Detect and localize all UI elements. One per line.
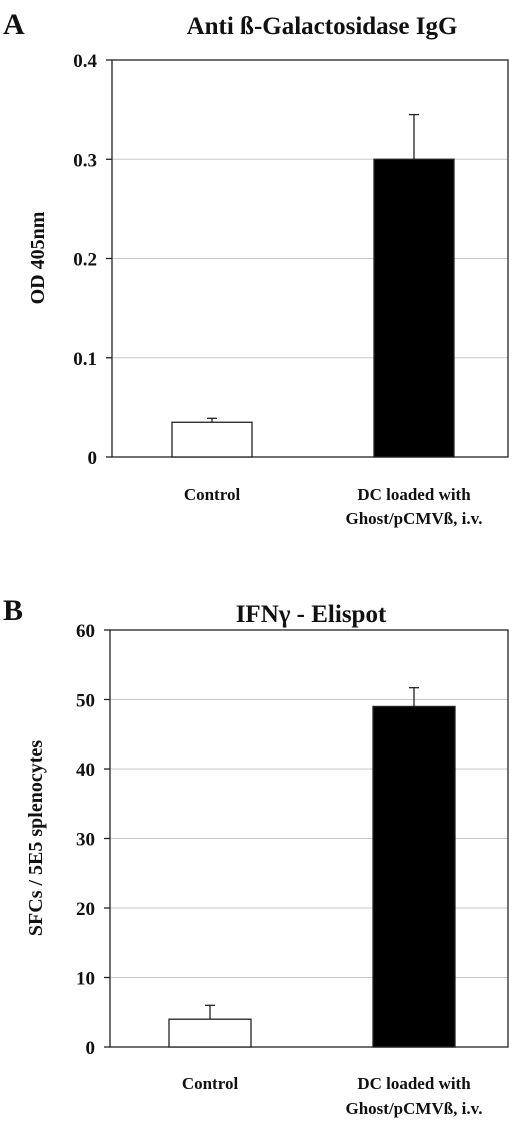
chart-panel-b: B IFNγ - Elispot 0 10 20 30 40 50 60 SFCs / 5E5 s… [3,594,509,1118]
panel-letter: B [3,594,23,627]
x-category-label: DC loaded with Ghost/pCMVß, i.v. [346,485,483,528]
y-tick-label: 60 [76,621,95,642]
y-tick-label: 10 [76,969,95,990]
y-tick-label: 0.3 [73,150,97,171]
y-tick-label: 30 [76,830,95,851]
chart-title: Anti ß-Galactosidase IgG [187,13,458,40]
x-category-label: DC loaded with Ghost/pCMVß, i.v. [346,1074,483,1118]
y-tick-label: 40 [76,760,95,781]
y-tick-label: 0 [88,448,98,469]
bar-1 [168,1018,252,1048]
y-tick-label: 0 [86,1038,96,1059]
y-axis-label: SFCs / 5E5 splenocytes [25,740,47,936]
bar-2 [372,705,456,1048]
panel-letter: A [3,8,25,41]
x-category-label: Control [182,1074,239,1093]
y-tick-label: 0.4 [73,51,97,72]
y-axis-label: OD 405nm [27,211,49,304]
bar-1 [171,421,253,458]
y-tick-label: 50 [76,691,95,712]
y-tick-label: 20 [76,899,95,920]
x-category-label: Control [184,485,241,504]
y-tick-label: 0.2 [73,250,97,271]
bar-2 [373,158,455,458]
chart-title: IFNγ - Elispot [236,601,387,628]
y-tick-label: 0.1 [73,349,97,370]
chart-panel-a: A Anti ß-Galactosidase IgG 0 0.1 0.2 0.3 0.4 OD… [3,8,509,528]
